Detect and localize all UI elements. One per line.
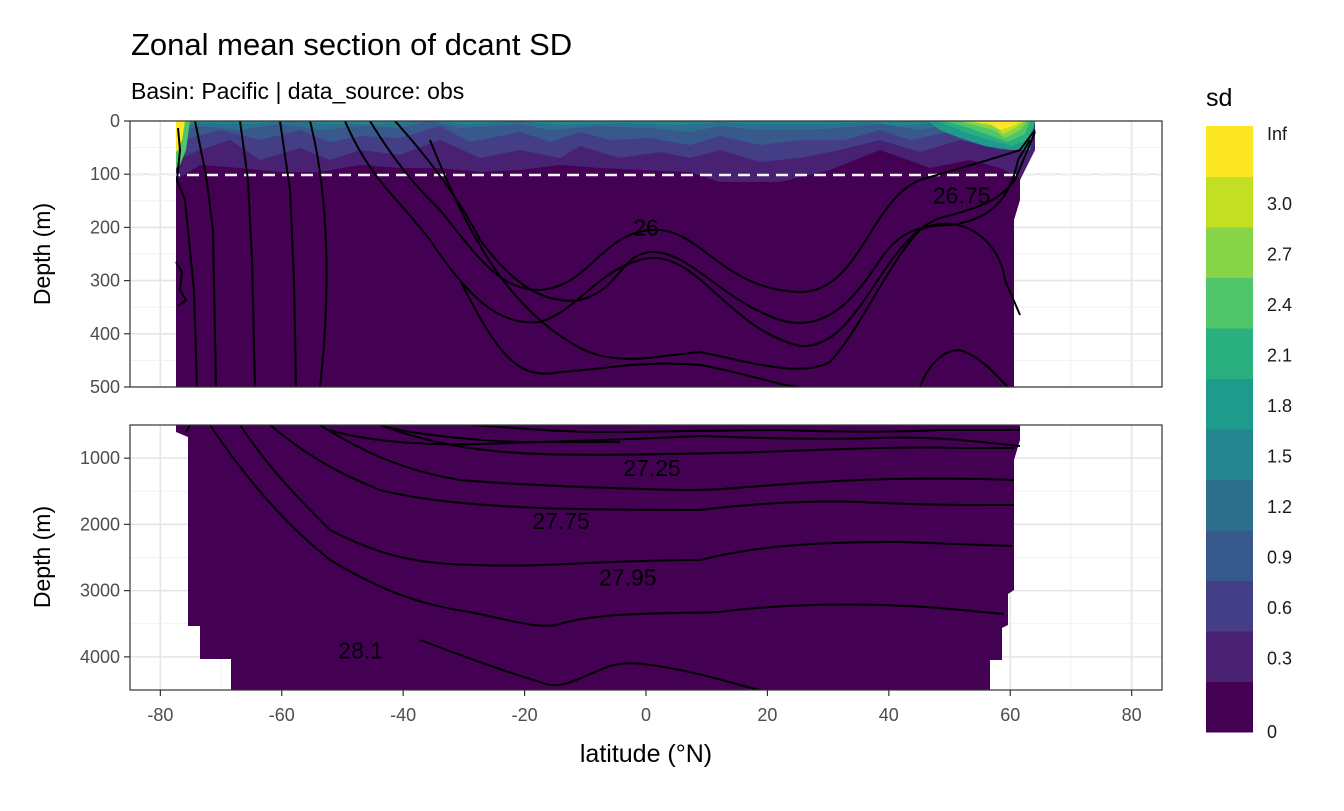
- contour-line: [194, 121, 217, 387]
- contour-line: [175, 261, 188, 307]
- legend: 0 0.3 0.6 0.9 1.2 1.5 1.8 2.1 2.4 2.7 3.0 Inf: [1206, 124, 1292, 742]
- contour-line: [394, 121, 1031, 324]
- panel-lower: 27.25 27.75 27.95 28.1 1000 2000 3000 4000 Dep…: [29, 424, 1163, 691]
- contour-label: 27.75: [532, 508, 590, 534]
- panel-lower-contours: [185, 425, 1021, 690]
- x-tick-label: 20: [757, 705, 777, 725]
- sd-fill-0: [176, 121, 1035, 387]
- panel-lower-y-axis-label: Depth (m): [29, 506, 55, 608]
- y-tick-label: 100: [90, 164, 120, 184]
- contour-label: 26.75: [933, 182, 991, 208]
- legend-swatch: [1206, 580, 1253, 632]
- panel-lower-fill: [176, 425, 1020, 690]
- contour-line: [469, 425, 1020, 434]
- contour-line: [379, 425, 620, 443]
- x-tick-label: -40: [390, 705, 416, 725]
- contour-label: 27.25: [623, 455, 681, 481]
- legend-label: 1.8: [1267, 396, 1292, 416]
- y-tick-label: 2000: [80, 514, 120, 534]
- x-tick-label: -60: [269, 705, 295, 725]
- panel-upper-fill: [176, 121, 1035, 387]
- panel-upper-y-axis-label: Depth (m): [29, 203, 55, 305]
- legend-label: 1.2: [1267, 497, 1292, 517]
- x-tick-label: 40: [879, 705, 899, 725]
- contour-line: [329, 429, 1021, 447]
- contour-line: [369, 121, 1036, 294]
- sd-fill-5: [176, 121, 1035, 128]
- y-tick-label: 4000: [80, 647, 120, 667]
- legend-swatch: [1206, 277, 1253, 329]
- x-axis-label: latitude (°N): [580, 740, 712, 768]
- contour-line: [269, 425, 1015, 512]
- y-tick-label: 3000: [80, 581, 120, 601]
- contour-line: [429, 139, 1021, 370]
- legend-label: 0.6: [1267, 598, 1292, 618]
- legend-label: 2.7: [1267, 244, 1292, 264]
- contour-line: [379, 425, 1014, 456]
- contour-line: [419, 639, 761, 690]
- contour-label: 26: [633, 214, 659, 240]
- legend-swatch: [1206, 681, 1253, 733]
- contour-line: [344, 121, 1036, 348]
- y-tick-label: 300: [90, 271, 120, 291]
- y-tick-label: 1000: [80, 448, 120, 468]
- chart-title: Zonal mean section of dcant SD: [131, 27, 572, 62]
- legend-swatch: [1206, 378, 1253, 430]
- contour-line: [239, 425, 1013, 567]
- legend-label: 2.1: [1267, 345, 1292, 365]
- contour-line: [309, 121, 328, 387]
- contour-label: 28.1: [338, 637, 383, 663]
- legend-swatch: [1206, 429, 1253, 480]
- legend-swatch: [1206, 530, 1253, 581]
- legend-label: 0.3: [1267, 648, 1292, 668]
- legend-label: 3.0: [1267, 194, 1292, 214]
- x-tick-label: -20: [512, 705, 538, 725]
- x-tick-label: -80: [147, 705, 173, 725]
- legend-label: 0: [1267, 722, 1277, 742]
- contour-line: [319, 425, 1015, 492]
- x-tick-label: 0: [641, 705, 651, 725]
- panel-upper-y-axis: 0 100 200 300 400 500: [90, 111, 130, 397]
- legend-swatch: [1206, 479, 1253, 531]
- contour-line: [185, 425, 191, 433]
- chart-subtitle: Basin: Pacific | data_source: obs: [131, 78, 464, 104]
- legend-label: 1.5: [1267, 446, 1292, 466]
- contour-line: [459, 279, 801, 387]
- y-tick-label: 400: [90, 324, 120, 344]
- contour-line: [239, 121, 256, 387]
- panel-upper-contour-labels: 26 26.75: [633, 182, 990, 240]
- panel-upper: 26 26.75 0 100 200 300 400 500 Depth (m): [29, 111, 1163, 397]
- x-tick-label: 80: [1122, 705, 1142, 725]
- x-tick-label: 60: [1000, 705, 1020, 725]
- y-tick-label: 200: [90, 217, 120, 237]
- y-tick-label: 0: [110, 111, 120, 131]
- contour-line: [279, 121, 297, 387]
- legend-label: 0.9: [1267, 547, 1292, 567]
- legend-swatch: [1206, 631, 1253, 682]
- panel-lower-contour-labels: 27.25 27.75 27.95 28.1: [338, 455, 681, 663]
- contour-line: [175, 127, 198, 387]
- legend-swatch: [1206, 328, 1253, 379]
- legend-swatch: [1206, 126, 1253, 177]
- sd-fill-11: [960, 121, 1022, 130]
- contour-line: [919, 349, 1009, 387]
- legend-swatch: [1206, 176, 1253, 228]
- y-tick-label: 500: [90, 377, 120, 397]
- panel-upper-border: [129, 120, 1163, 388]
- x-axis: -80 -60 -40 -20 0 20 40 60 80: [147, 690, 1142, 725]
- legend-swatch: [1206, 227, 1253, 278]
- contour-label: 27.95: [599, 564, 657, 590]
- contour-line: [209, 425, 1005, 627]
- legend-label: 2.4: [1267, 295, 1292, 315]
- legend-title: sd: [1206, 84, 1232, 112]
- panel-upper-contours: [175, 121, 1036, 387]
- legend-label: Inf: [1267, 124, 1288, 144]
- panel-lower-y-axis: 1000 2000 3000 4000: [80, 448, 130, 667]
